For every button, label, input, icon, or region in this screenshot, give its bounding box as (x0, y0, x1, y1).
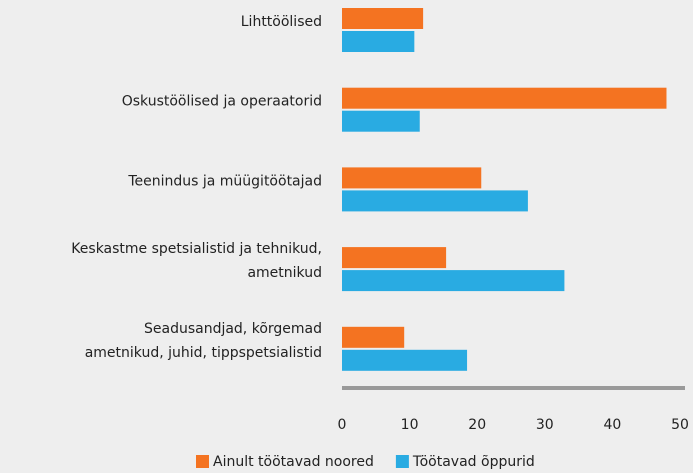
x-tick-label: 50 (671, 417, 689, 433)
x-tick-label: 30 (536, 417, 554, 433)
bar (342, 167, 482, 189)
bar (342, 87, 667, 109)
bar (342, 349, 468, 371)
category-label: Keskastme spetsialistid ja tehnikud, (71, 241, 322, 257)
legend-swatch (395, 455, 409, 468)
x-tick-label: 10 (401, 417, 419, 433)
bar (342, 326, 405, 348)
x-tick-label: 20 (468, 417, 486, 433)
bar (342, 270, 565, 292)
category-label: ametnikud, juhid, tippspetsialistid (85, 345, 322, 361)
category-label: Seadusandjad, kõrgemad (144, 321, 322, 337)
category-label: Teenindus ja müügitöötajad (127, 173, 322, 189)
category-label: Lihttöölised (241, 14, 322, 30)
legend-label: Ainult töötavad noored (213, 454, 374, 470)
category-label: ametnikud (247, 265, 322, 281)
bar (342, 247, 447, 269)
bar (342, 110, 420, 132)
legend-swatch (196, 455, 209, 468)
legend-label: Töötavad õppurid (412, 454, 535, 470)
category-label: Oskustöölised ja operaatorid (122, 94, 322, 110)
bar (342, 8, 424, 29)
bar (342, 190, 528, 212)
x-tick-label: 40 (603, 417, 621, 433)
bar (342, 31, 415, 52)
x-tick-label: 0 (338, 417, 347, 433)
